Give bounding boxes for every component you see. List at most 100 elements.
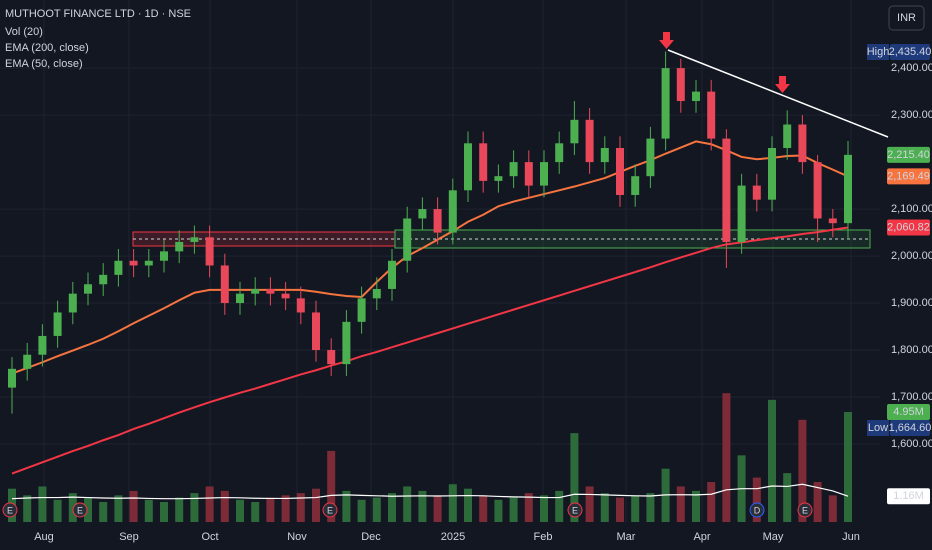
- currency-label[interactable]: INR: [897, 12, 916, 24]
- x-tick-label: Aug: [34, 531, 54, 543]
- volume-bar: [23, 495, 32, 522]
- candle-body: [372, 288, 381, 299]
- x-tick-label: 2025: [441, 531, 465, 543]
- volume-bar: [798, 419, 807, 522]
- volume-bar: [403, 486, 412, 522]
- price-badges: High 2,435.40 2,215.40 2,169.49 2,060.82 4.95…: [867, 44, 932, 505]
- volume-bar: [266, 497, 275, 522]
- candle-body: [555, 143, 564, 163]
- candle-body: [266, 288, 275, 294]
- candle-body: [646, 138, 655, 177]
- price-badge: [887, 168, 930, 185]
- candle-body: [828, 218, 837, 224]
- volume-bar: [357, 499, 366, 522]
- event-marker: [749, 502, 765, 518]
- volume-bar: [84, 497, 92, 522]
- price-badge: [887, 146, 930, 163]
- candle-body: [479, 143, 488, 181]
- badge-tag: [867, 44, 889, 60]
- currency-button[interactable]: [888, 5, 925, 31]
- candle-body: [129, 260, 138, 266]
- volume-bar: [175, 497, 184, 522]
- price-badge-label: 4.95M: [893, 406, 924, 418]
- price-badge-label: 2,060.82: [887, 221, 930, 233]
- volume-bar: [524, 493, 533, 522]
- candle-body: [692, 91, 700, 102]
- price-badge-label: 2,435.40: [889, 46, 932, 58]
- event-marker: [797, 502, 813, 518]
- candle-body: [722, 138, 731, 242]
- x-tick-label: Feb: [534, 531, 553, 543]
- trend-line: [667, 49, 889, 138]
- candle-body: [388, 260, 396, 289]
- y-tick-label: 2,000.00: [891, 250, 932, 262]
- volume-bar: [585, 486, 594, 522]
- volume-bar: [844, 412, 852, 522]
- price-badge: [887, 219, 930, 236]
- event-label: E: [802, 505, 808, 515]
- volume-bar: [236, 499, 244, 522]
- price-badge: [887, 404, 930, 421]
- candle-body: [327, 350, 336, 365]
- event-label: D: [754, 505, 761, 515]
- candle-body: [433, 209, 442, 233]
- volume-bar: [99, 502, 108, 522]
- volume-bar: [342, 490, 351, 522]
- volume-bar: [631, 495, 640, 522]
- volume-bar: [509, 497, 518, 522]
- x-tick-label: Sep: [119, 531, 139, 543]
- price-badge: [887, 488, 930, 505]
- candle-body: [220, 265, 229, 304]
- volume-bar: [312, 488, 320, 522]
- candle-body: [236, 293, 244, 304]
- x-tick-label: May: [763, 531, 784, 543]
- candle-body: [68, 293, 77, 313]
- candle-body: [84, 284, 92, 294]
- event-marker: [567, 502, 583, 518]
- x-tick-label: Mar: [617, 531, 636, 543]
- candle-body: [494, 176, 503, 181]
- candle-body: [509, 162, 518, 177]
- volume-bar: [448, 484, 457, 522]
- candles: [8, 51, 852, 414]
- candle-body: [144, 260, 153, 266]
- volume-bar: [707, 482, 716, 522]
- candle-body: [342, 321, 351, 365]
- volume-bar: [600, 493, 609, 522]
- candle-body: [661, 68, 670, 139]
- candle-body: [160, 251, 168, 261]
- candle-body: [813, 162, 822, 219]
- ema-line: [11, 226, 849, 475]
- candle-body: [570, 119, 579, 144]
- y-tick-label: 1,800.00: [891, 344, 932, 356]
- event-marker: [72, 502, 88, 518]
- event-label: E: [327, 505, 333, 515]
- x-tick-label: Nov: [287, 531, 307, 543]
- event-label: E: [572, 505, 578, 515]
- volume-bar: [296, 493, 305, 522]
- candle-body: [448, 190, 457, 233]
- badge-name: High: [867, 46, 890, 58]
- candle-body: [585, 119, 594, 163]
- volume-bar: [38, 486, 47, 522]
- price-badge: [890, 420, 930, 436]
- candle-body: [798, 124, 807, 163]
- x-tick-label: Jun: [842, 531, 860, 543]
- y-tick-label: 1,700.00: [891, 391, 932, 403]
- candle-body: [296, 298, 305, 313]
- y-tick-label: 2,100.00: [891, 203, 932, 215]
- volume-bar: [494, 499, 503, 522]
- volume-bar: [828, 495, 837, 522]
- volume-bar: [464, 488, 472, 522]
- candle-body: [114, 260, 123, 275]
- legend-volume: Vol (20): [5, 26, 43, 38]
- candle-body: [768, 148, 776, 200]
- volume-bar: [160, 502, 168, 522]
- candle-body: [190, 237, 199, 242]
- volume-bar: [433, 495, 442, 522]
- candle-body: [600, 148, 609, 163]
- volume-bar: [53, 499, 62, 522]
- candle-body: [616, 148, 624, 195]
